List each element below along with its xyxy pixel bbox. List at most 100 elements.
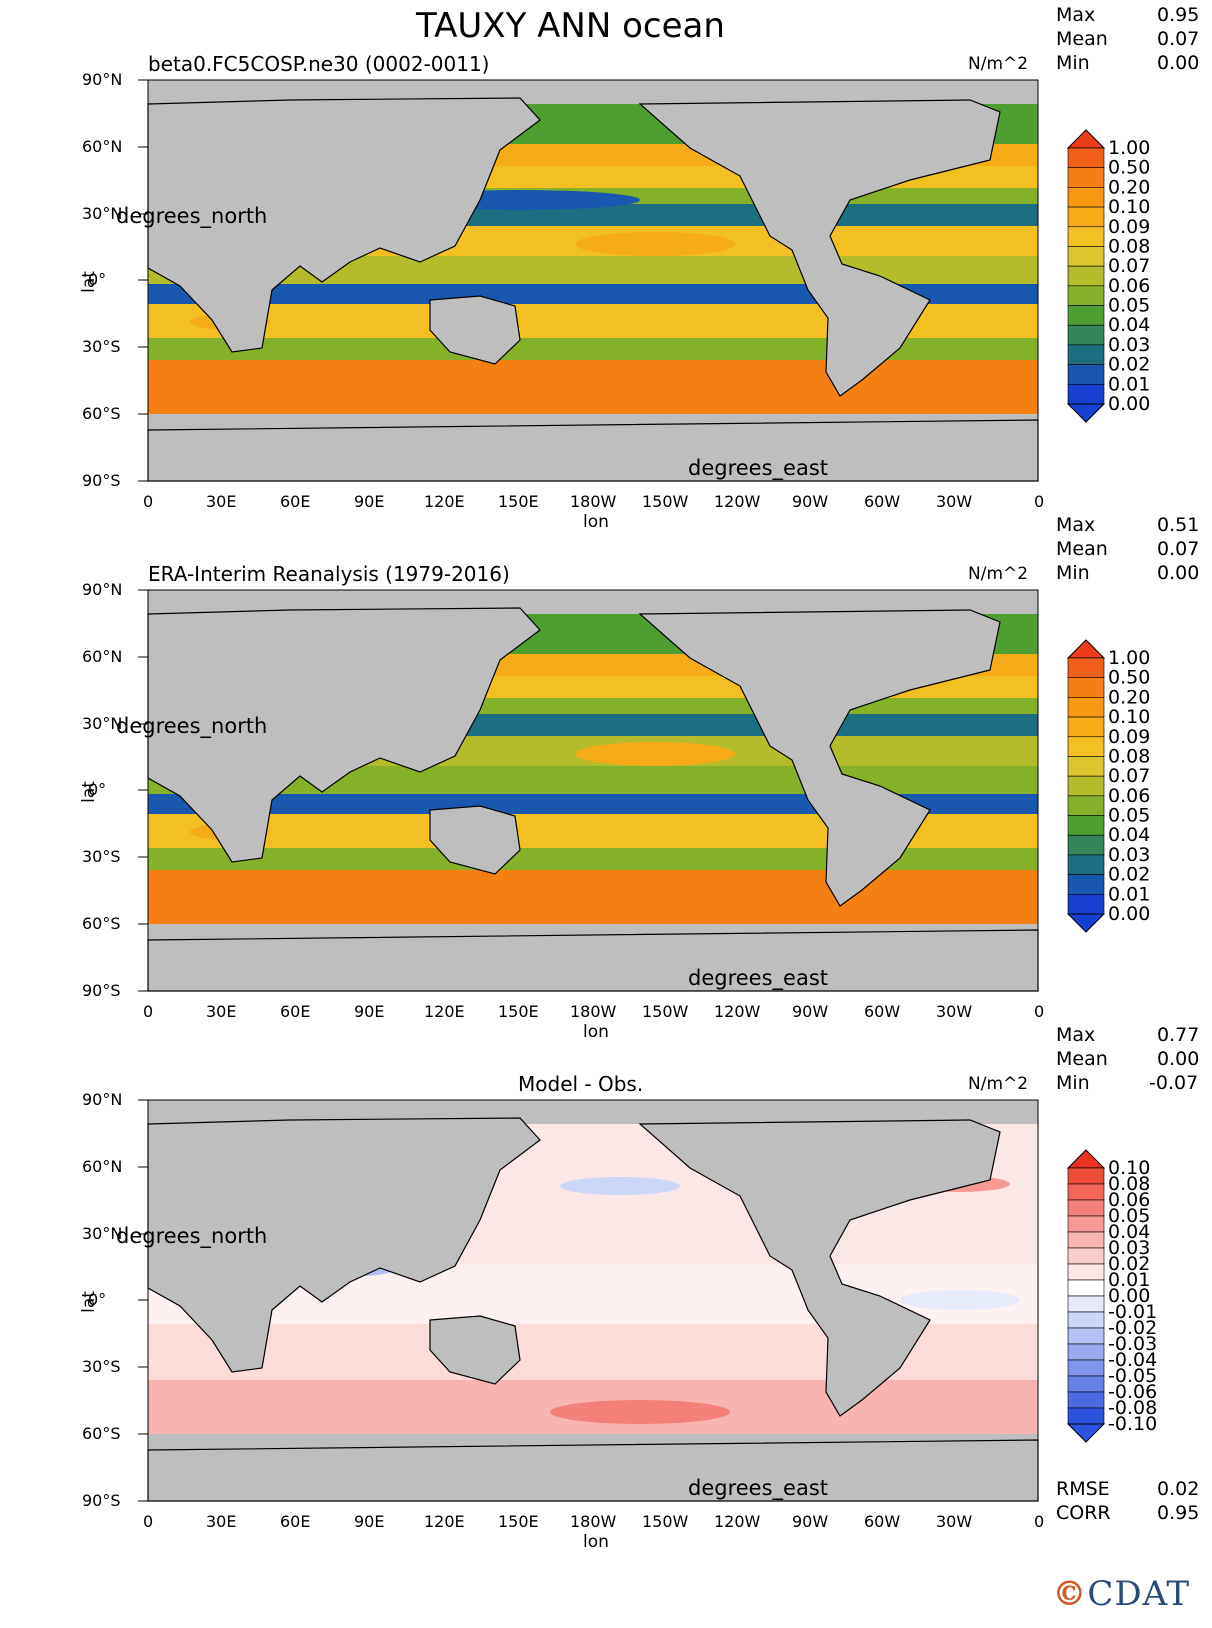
colorbar-swatch: [1067, 854, 1105, 875]
americas-land: [638, 99, 1001, 397]
land-masses: [147, 607, 1039, 992]
colorbar-level-label: -0.02: [1108, 1317, 1157, 1339]
lat-tick-label: 60°S: [82, 914, 121, 933]
mean-label: Mean: [1056, 28, 1108, 50]
colorbar-swatch: [1067, 1375, 1105, 1393]
lat-tick-label: 30°N: [82, 1224, 123, 1243]
min-value: -0.07: [1149, 1072, 1199, 1094]
lat-tick-label: 60°S: [82, 1424, 121, 1443]
lat-tick-label: 0°: [88, 270, 107, 289]
lon-tick-label: 60E: [280, 1002, 311, 1021]
lon-tick-label: 0: [143, 1002, 154, 1021]
colorbar-swatch: [1067, 1327, 1105, 1345]
lon-tick-label: 180W: [570, 1002, 617, 1021]
colorbar: 1.000.500.200.100.090.080.070.060.050.04…: [1066, 639, 1150, 933]
colorbar-swatch: [1067, 1279, 1105, 1297]
americas-land: [638, 1119, 1001, 1417]
lon-tick-label: 0: [1034, 1002, 1045, 1021]
rmse-label: RMSE: [1056, 1478, 1110, 1500]
colorbar-top-arrow: [1066, 1149, 1106, 1169]
colorbar-swatch: [1067, 1343, 1105, 1361]
lon-tick-label: 150E: [498, 1002, 539, 1021]
lat-tick-label: 30°S: [82, 847, 121, 866]
lon-tick-label: 120W: [714, 1002, 761, 1021]
lon-tick-label: 150E: [498, 1512, 539, 1531]
lon-tick-label: 0: [1034, 492, 1045, 511]
eurasia-africa-land: [147, 607, 541, 863]
antarctica-land: [147, 929, 1039, 992]
colorbar-level-label: 0.04: [1108, 824, 1150, 846]
colorbar-swatch: [1067, 206, 1105, 228]
colorbar: 1.000.500.200.100.090.080.070.060.050.04…: [1066, 129, 1150, 423]
lon-tick-label: 120E: [424, 1512, 465, 1531]
colorbar-swatch: [1067, 657, 1105, 678]
lat-tick-label: 90°S: [82, 1491, 121, 1510]
mean-label: Mean: [1056, 1048, 1108, 1070]
colorbar-level-label: 0.07: [1108, 255, 1150, 277]
colorbar-swatch: [1067, 187, 1105, 208]
colorbar-swatch: [1067, 874, 1105, 895]
colorbar-swatch: [1067, 1407, 1105, 1425]
colorbar-level-label: 0.01: [1108, 883, 1150, 905]
lat-tick-label: 60°S: [82, 404, 121, 423]
colorbar-swatch: [1067, 1311, 1105, 1329]
colorbar-swatch: [1067, 697, 1105, 718]
lon-tick-label: 30W: [936, 492, 973, 511]
colorbar-swatch: [1067, 1183, 1105, 1201]
colorbar-level-label: 0.20: [1108, 176, 1150, 198]
colorbar-level-label: 0.07: [1108, 765, 1150, 787]
lon-tick-label: 0: [143, 1512, 154, 1531]
eurasia-africa-land: [147, 1117, 541, 1373]
colorbar-level-label: 0.01: [1108, 1269, 1150, 1291]
antarctica-land: [147, 419, 1039, 482]
colorbar-swatch: [1067, 1199, 1105, 1217]
y-axis-label: lat: [78, 271, 99, 293]
map-plot: [138, 1099, 1039, 1502]
colorbar-level-label: 0.50: [1108, 157, 1150, 179]
colorbar-level-label: -0.05: [1108, 1365, 1157, 1387]
min-label: Min: [1056, 562, 1090, 584]
lat-tick-label: 60°N: [82, 647, 123, 666]
colorbar-level-label: 0.00: [1108, 1285, 1150, 1307]
colorbar-level-label: -0.08: [1108, 1397, 1157, 1419]
units-label: N/m^2: [968, 564, 1029, 584]
colorbar-swatch: [1067, 677, 1105, 698]
lat-tick-label: 0°: [88, 1290, 107, 1309]
antarctica-land: [147, 1439, 1039, 1502]
colorbar-level-label: 0.08: [1108, 235, 1150, 257]
diff-colorbar: 0.100.080.060.050.040.030.020.010.00-0.0…: [1066, 1149, 1157, 1443]
land-masses: [147, 1117, 1039, 1502]
australia-land: [429, 805, 521, 875]
colorbar-bottom-arrow: [1066, 403, 1106, 423]
lat-tick-label: 30°S: [82, 337, 121, 356]
lat-tick-label: 30°S: [82, 1357, 121, 1376]
lon-tick-label: 120E: [424, 1002, 465, 1021]
y-overlay-label: degrees_north: [116, 204, 268, 228]
lat-tick-marks: [138, 589, 148, 992]
corr-label: CORR: [1056, 1502, 1111, 1524]
units-label: N/m^2: [968, 1074, 1029, 1094]
colorbar-swatch: [1067, 344, 1105, 365]
colorbar-level-label: 0.03: [1108, 334, 1150, 356]
mean-label: Mean: [1056, 538, 1108, 560]
corr-value: 0.95: [1157, 1502, 1200, 1524]
lon-tick-label: 30W: [936, 1002, 973, 1021]
lon-tick-label: 150W: [642, 1512, 689, 1531]
colorbar-level-label: 0.09: [1108, 726, 1150, 748]
y-axis-label: lat: [78, 1291, 99, 1313]
lat-tick-label: 60°N: [82, 1157, 123, 1176]
colorbar-swatch: [1067, 167, 1105, 188]
colorbar-level-label: 0.04: [1108, 1221, 1150, 1243]
colorbar-level-label: 0.09: [1108, 216, 1150, 238]
colorbar-level-label: 0.03: [1108, 844, 1150, 866]
lon-tick-label: 90W: [792, 1002, 829, 1021]
lon-tick-label: 120W: [714, 492, 761, 511]
lat-tick-label: 30°N: [82, 204, 123, 223]
colorbar-level-label: 0.04: [1108, 314, 1150, 336]
colorbar-swatch: [1067, 736, 1105, 757]
panel-title: ERA-Interim Reanalysis (1979-2016): [148, 562, 510, 586]
lat-tick-label: 30°N: [82, 714, 123, 733]
panel-title: beta0.FC5COSP.ne30 (0002-0011): [148, 52, 490, 76]
colorbar-swatch: [1067, 285, 1105, 306]
figure-title: TAUXY ANN ocean: [416, 6, 725, 46]
